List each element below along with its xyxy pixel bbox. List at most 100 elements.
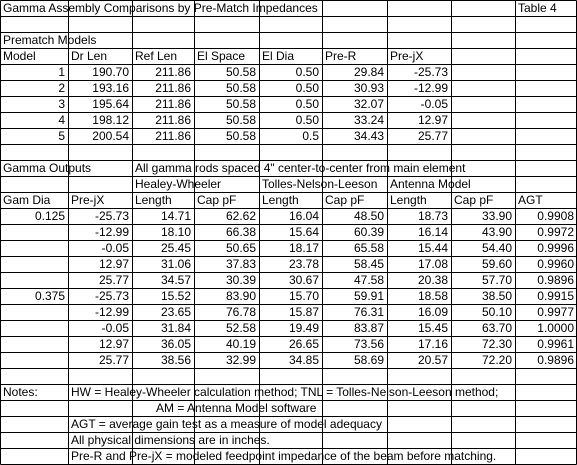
column-header: Length (390, 193, 427, 207)
table-cell: 73.56 (353, 337, 384, 351)
table-cell: 18.58 (417, 289, 448, 303)
table-cell: 31.06 (160, 257, 191, 271)
table-cell: 2 (58, 81, 65, 95)
column-header: El Space (197, 49, 246, 63)
table-cell: 34.43 (353, 129, 384, 143)
gamma-data-row: 25.77 34.57 30.39 30.67 47.58 20.38 57.70 0.989… (0, 272, 577, 288)
spacing-note: All gamma rods spaced 4" center-to-cente… (135, 161, 466, 175)
table-cell: 0.9915 (537, 289, 574, 303)
table-cell: 37.83 (225, 257, 256, 271)
note-line: AM = Antenna Model software (156, 401, 317, 415)
table-cell: 16.14 (417, 225, 448, 239)
table-cell: 15.45 (417, 321, 448, 335)
table-cell: 0.9996 (537, 241, 574, 255)
table-cell: 30.67 (288, 273, 319, 287)
column-header: Ref Len (135, 49, 178, 63)
table-cell: 0.9972 (537, 225, 574, 239)
table-cell: 38.50 (481, 289, 512, 303)
note-line: AGT = average gain test as a measure of … (71, 417, 382, 431)
section-heading: Prematch Models (3, 33, 97, 47)
table-cell: -0.05 (101, 241, 129, 255)
table-cell: -12.99 (94, 225, 129, 239)
table-cell: 0.9896 (537, 273, 574, 287)
notes-row: AGT = average gain test as a measure of … (0, 416, 577, 432)
table-cell: 25.77 (417, 129, 448, 143)
table-cell: -25.73 (94, 209, 129, 223)
table-cell: 20.57 (417, 353, 448, 367)
table-cell (3, 224, 65, 240)
table-cell (3, 304, 65, 320)
table-cell: 33.90 (481, 209, 512, 223)
table-cell: 0.9960 (537, 257, 574, 271)
table-cell: 15.44 (417, 241, 448, 255)
column-header: Length (262, 193, 299, 207)
table-cell: 1 (58, 65, 65, 79)
table-cell: 15.87 (288, 305, 319, 319)
table-cell: 25.45 (160, 241, 191, 255)
table-cell: 20.38 (417, 273, 448, 287)
table-cell: 25.77 (98, 353, 129, 367)
table-cell: 72.30 (481, 337, 512, 351)
table-cell: 50.58 (225, 113, 256, 127)
table-cell: 0.50 (295, 65, 319, 79)
table-cell: 15.52 (160, 289, 191, 303)
table-cell: 0.9961 (537, 337, 574, 351)
section-heading: Gamma Outputs (3, 161, 92, 175)
table-cell: 54.40 (481, 241, 512, 255)
table-cell: -0.05 (101, 321, 129, 335)
table-cell: 211.86 (155, 97, 191, 111)
gamma-data-row: 12.97 36.05 40.19 26.65 73.56 17.16 72.30 0.996… (0, 336, 577, 352)
table-cell: 63.70 (481, 321, 512, 335)
notes-row: All physical dimensions are in inches. (0, 432, 577, 448)
table-cell: 18.17 (288, 241, 319, 255)
prematch-header-row: Model Dr Len Ref Len El Space El Dia Pre-R Pre… (0, 48, 577, 64)
method-heading: Healey-Wheeler (135, 177, 222, 191)
prematch-data-row: 2 193.16 211.86 50.58 0.50 30.93 -12.99 (0, 80, 577, 96)
column-header: Pre-R (325, 49, 357, 63)
table-cell: 50.58 (225, 65, 256, 79)
table-cell: 58.45 (353, 257, 384, 271)
page-title: Gamma Assembly Comparisons by Pre-Match … (3, 1, 318, 15)
table-cell: 17.08 (417, 257, 448, 271)
table-cell: 12.97 (98, 337, 129, 351)
table-cell: 18.10 (160, 225, 191, 239)
method-heading: Antenna Model (390, 177, 471, 191)
column-header: AGT (518, 193, 543, 207)
table-cell (3, 240, 65, 256)
table-cell: 72.20 (481, 353, 512, 367)
column-header: Cap pF (325, 193, 365, 207)
table-cell (3, 272, 65, 288)
gamma-header-row: Gam Dia Pre-jX Length Cap pF Length Cap pF Len… (0, 192, 577, 208)
table-cell: 76.78 (225, 305, 256, 319)
table-cell: 50.10 (481, 305, 512, 319)
prematch-data-row: 3 195.64 211.86 50.58 0.50 32.07 -0.05 (0, 96, 577, 112)
table-cell: 0.50 (295, 113, 319, 127)
column-header: Cap pF (197, 193, 237, 207)
table-cell: 50.58 (225, 97, 256, 111)
gamma-data-row: -12.99 18.10 66.38 15.64 60.39 16.14 43.90 0.99… (0, 224, 577, 240)
table-cell: 50.65 (225, 241, 256, 255)
method-heading: Tolles-Nelson-Leeson (262, 177, 378, 191)
table-cell: 0.9896 (537, 353, 574, 367)
column-header: Dr Len (71, 49, 108, 63)
gamma-data-row: 12.97 31.06 37.83 23.78 58.45 17.08 59.60 0.996… (0, 256, 577, 272)
table-cell: 18.73 (417, 209, 448, 223)
table-cell: 0.5 (302, 129, 319, 143)
table-cell: 195.64 (92, 97, 129, 111)
table-cell: 65.58 (353, 241, 384, 255)
prematch-data-row: 4 198.12 211.86 50.58 0.50 33.24 12.97 (0, 112, 577, 128)
gamma-data-row: 0.375 -25.73 15.52 83.90 15.70 59.91 18.58 38.5… (0, 288, 577, 304)
table-cell: 30.39 (225, 273, 256, 287)
table-cell: 12.97 (98, 257, 129, 271)
table-cell: 15.70 (288, 289, 319, 303)
notes-row: AM = Antenna Model software (0, 400, 577, 416)
table-cell: 200.54 (92, 129, 129, 143)
note-line: All physical dimensions are in inches. (71, 433, 270, 447)
table-cell: 193.16 (92, 81, 129, 95)
gamma-data-row: -12.99 23.65 76.78 15.87 76.31 16.09 50.10 0.99… (0, 304, 577, 320)
column-header: Pre-jX (390, 49, 424, 63)
table-cell (3, 320, 65, 336)
column-header: Gam Dia (3, 193, 51, 207)
table-cell: -12.99 (413, 81, 448, 95)
